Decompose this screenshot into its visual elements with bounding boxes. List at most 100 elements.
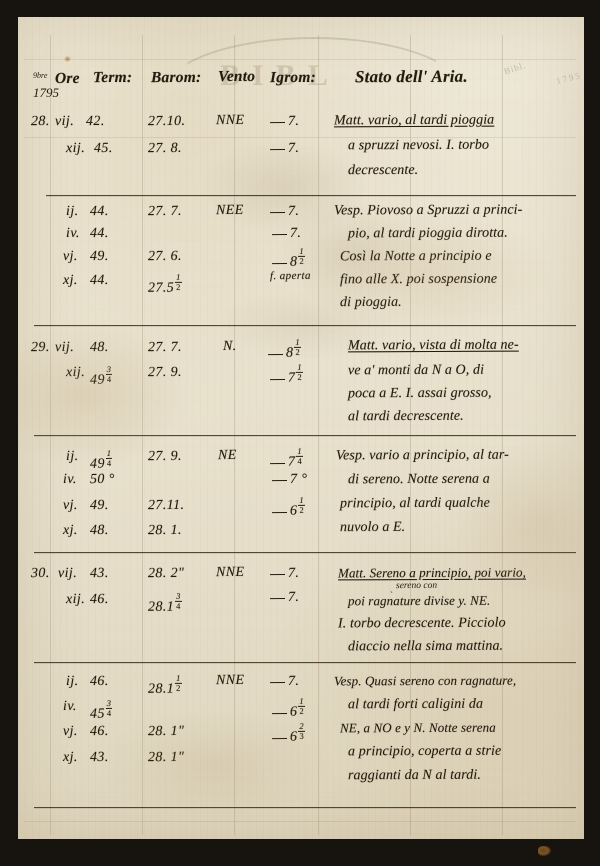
- cell-ore: xij.: [65, 364, 86, 381]
- cell-term: 44.: [89, 203, 109, 220]
- cell-ore: xj.: [62, 522, 78, 539]
- day-separator-rule: [34, 435, 576, 436]
- stato-line: Matt. vario, vista di molta ne-: [347, 337, 519, 354]
- cell-term: 49.: [89, 248, 109, 265]
- stato-line: decrescente.: [347, 162, 419, 179]
- igrom-value: 7.: [287, 203, 300, 219]
- cell-barom: 27. 9.: [147, 448, 182, 465]
- cell-igrom: 7 °: [272, 472, 307, 488]
- cell-ore: vij.: [54, 339, 75, 356]
- column-header-igrom: Igrom:: [269, 68, 317, 87]
- cell-term: 50 °: [89, 471, 115, 488]
- day-separator-rule: [34, 325, 576, 326]
- cell-term: 44.: [89, 225, 109, 242]
- cell-ore: iv.: [62, 698, 77, 715]
- cell-vento: NNE: [215, 672, 245, 689]
- stato-line: ve a' monti da N a O, di: [347, 362, 485, 379]
- cell-igrom: 7.: [270, 141, 299, 157]
- cell-term: 46.: [89, 723, 109, 740]
- igrom-dash: [272, 511, 288, 513]
- column-header-vento: Vento: [217, 67, 256, 86]
- cell-term: 44.: [89, 272, 109, 289]
- igrom-value: 7.: [287, 673, 300, 689]
- cell-term: 45.: [93, 140, 113, 157]
- cell-ore: iv.: [62, 471, 77, 488]
- cell-vento: NEE: [215, 202, 244, 219]
- igrom-value: 7.: [287, 113, 300, 129]
- cell-barom: 28.1 1 2: [147, 672, 182, 697]
- cell-term: 46.: [89, 673, 109, 690]
- year-label: 1795: [33, 84, 59, 100]
- igrom-dash: [270, 573, 286, 576]
- cell-ore: xij.: [65, 140, 86, 157]
- stato-line: nuvolo a E.: [339, 519, 406, 536]
- cell-ore: vij.: [54, 113, 75, 130]
- stato-line: NE, a NO e y N. Notte serena: [339, 719, 496, 736]
- ghost-marginal-note: Bibl.: [502, 59, 528, 77]
- cell-igrom: 7.: [272, 226, 301, 242]
- day-number: 29.: [30, 339, 50, 356]
- stato-line: a spruzzi nevosi. I. torbo: [347, 137, 490, 154]
- cell-vento: N.: [222, 338, 237, 355]
- cell-barom: 28. 1.: [147, 522, 182, 539]
- igrom-value: 7.: [287, 140, 300, 156]
- stato-line: pio, al tardi pioggia dirotta.: [347, 225, 508, 242]
- igrom-dash: [272, 480, 288, 482]
- stato-line: Così la Notte a principio e: [339, 248, 492, 265]
- interlinear-insertion: sereno con: [395, 580, 438, 592]
- cell-ore: xj.: [62, 749, 78, 766]
- cell-term: 48.: [89, 522, 109, 539]
- cell-ore: vj.: [62, 497, 78, 514]
- igrom-dash: [270, 378, 286, 380]
- stato-line: fino alle X. poi sospensione: [339, 271, 498, 288]
- ghost-year-number: 1795: [555, 70, 583, 86]
- stato-line: diaccio nella sima mattina.: [347, 638, 504, 655]
- month-label: 9bre: [33, 71, 48, 80]
- cell-ore: ij.: [65, 673, 79, 690]
- cell-term: 42.: [85, 113, 105, 130]
- stato-line: a principio, coperta a strie: [347, 743, 502, 760]
- library-stamp-bleedthrough: BIBL: [186, 31, 436, 97]
- cell-term: 43.: [89, 565, 109, 582]
- day-separator-rule: [46, 195, 576, 196]
- igrom-dash: [270, 211, 286, 214]
- cell-igrom: 7.: [270, 674, 299, 690]
- manuscript-paper-sheet: BIBL Bibl. 1795 9bre 1795 Ore Term: Baro…: [18, 17, 584, 856]
- stato-line: al tardi forti caligini da: [347, 696, 484, 713]
- cell-igrom: 7.: [270, 566, 299, 582]
- day-separator-rule: [34, 807, 576, 808]
- stato-line: Matt. vario, al tardi pioggia: [333, 112, 495, 129]
- day-number: 30.: [30, 565, 50, 582]
- cell-igrom: 7.: [270, 204, 299, 220]
- igrom-value: 7 °: [289, 471, 308, 487]
- day-separator-rule: [34, 662, 576, 663]
- cell-ore: xj.: [62, 272, 78, 289]
- cell-barom: 27.11.: [147, 497, 185, 514]
- igrom-dash: [272, 233, 288, 236]
- cell-barom: 27.5 1 2: [147, 271, 182, 296]
- stato-line: di sereno. Notte serena a: [347, 471, 490, 488]
- cell-igrom: f. aperta: [269, 269, 311, 283]
- igrom-dash: [272, 262, 288, 264]
- cell-ore: vij.: [57, 565, 78, 582]
- stato-line: poca a E. I. assai grosso,: [347, 385, 492, 402]
- cell-ore: vj.: [62, 723, 78, 740]
- insertion-caret-icon: ˏ: [390, 583, 393, 593]
- igrom-dash: [272, 737, 288, 739]
- cell-vento: NNE: [215, 564, 245, 581]
- cell-barom: 27.10.: [147, 113, 186, 130]
- column-header-barom: Barom:: [150, 68, 202, 87]
- cell-term: 43.: [89, 749, 109, 766]
